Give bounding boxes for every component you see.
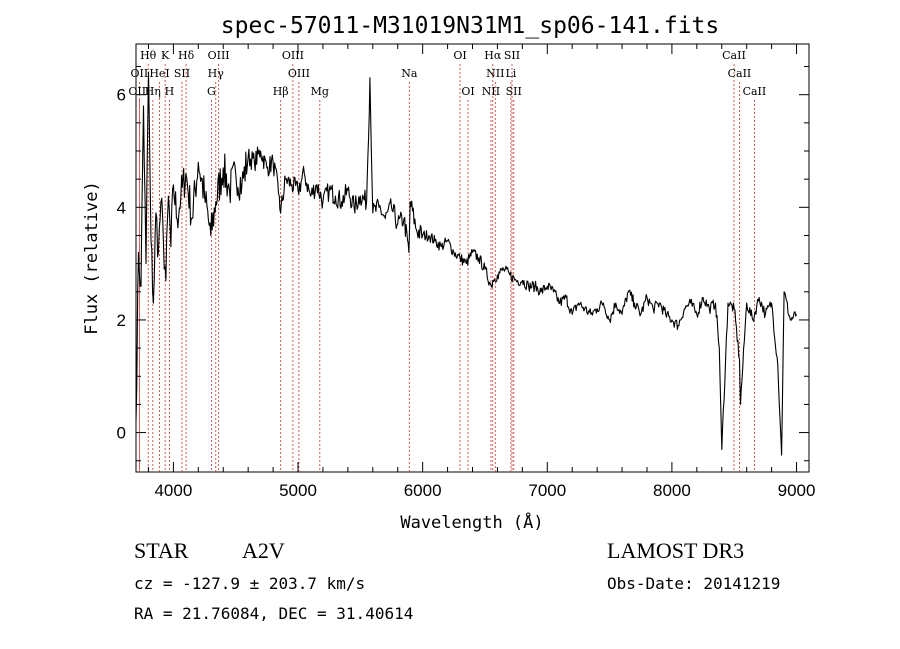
spectral-line-label: Hδ (178, 49, 195, 62)
spectral-line-label: Hβ (273, 85, 289, 98)
spectral-line-label: Mg (311, 85, 329, 98)
plot-frame (135, 43, 810, 473)
redshift-readout: cz = -127.9 ± 203.7 km/s (134, 574, 366, 593)
y-tick-label: 0 (117, 424, 126, 443)
spectral-line-label: Li (505, 67, 516, 80)
spectral-line-label: SII (504, 49, 520, 62)
y-tick-label: 4 (117, 198, 126, 217)
spectral-line-label: K (161, 49, 170, 62)
spectral-line-label: NII (482, 85, 500, 98)
x-tick-label: 7000 (528, 481, 566, 500)
spectral-line-label: CaII (728, 67, 752, 80)
spectral-line-label: SII (506, 85, 522, 98)
spectral-line-label: Hγ (208, 67, 225, 80)
spectral-line-label: Na (401, 67, 418, 80)
spectral-line-label: NII (486, 67, 504, 80)
spectral-line-label: OI (461, 85, 474, 98)
spectral-line-label: Hα (484, 49, 502, 62)
spectral-line-label: OIII (282, 49, 304, 62)
spectral-subclass: A2V (242, 538, 285, 563)
y-axis-label: Flux (relative) (82, 181, 102, 335)
spectral-line-label: H (165, 85, 175, 98)
x-tick-label: 6000 (404, 481, 442, 500)
x-axis-label: Wavelength (Å) (400, 511, 543, 533)
coordinates-readout: RA = 21.76084, DEC = 31.40614 (134, 604, 414, 623)
x-tick-label: 5000 (279, 481, 317, 500)
spectral-line-label: HeI (149, 67, 169, 80)
spectral-line-label: OI (453, 49, 466, 62)
spectral-line-label: SII (174, 67, 190, 80)
spectral-line-label: OIII (208, 49, 230, 62)
spectral-line-label: OIII (288, 67, 310, 80)
y-tick-label: 2 (117, 311, 126, 330)
spectrum-line (135, 71, 798, 456)
axis-tick-labels: 4000 5000 6000 7000 8000 9000 0 2 4 6 (117, 86, 816, 500)
observation-date: Obs-Date: 20141219 (607, 574, 781, 593)
chart-title: spec-57011-M31019N31M1_sp06-141.fits (221, 13, 720, 39)
spectral-line-label: CaII (743, 85, 767, 98)
x-tick-label: 4000 (154, 481, 192, 500)
axis-ticks (136, 44, 809, 472)
object-class: STAR (134, 538, 189, 563)
y-tick-label: 6 (117, 86, 126, 105)
spectral-line-label: CaII (722, 49, 746, 62)
spectral-line-label: Hη (145, 85, 161, 98)
x-tick-label: 9000 (778, 481, 816, 500)
spectral-line-label: G (207, 85, 216, 98)
survey-name: LAMOST DR3 (607, 538, 745, 563)
spectral-line-label: OII (131, 67, 149, 80)
x-tick-label: 8000 (653, 481, 691, 500)
spectral-line-markers (138, 64, 755, 472)
spectral-line-label: Hθ (140, 49, 157, 62)
